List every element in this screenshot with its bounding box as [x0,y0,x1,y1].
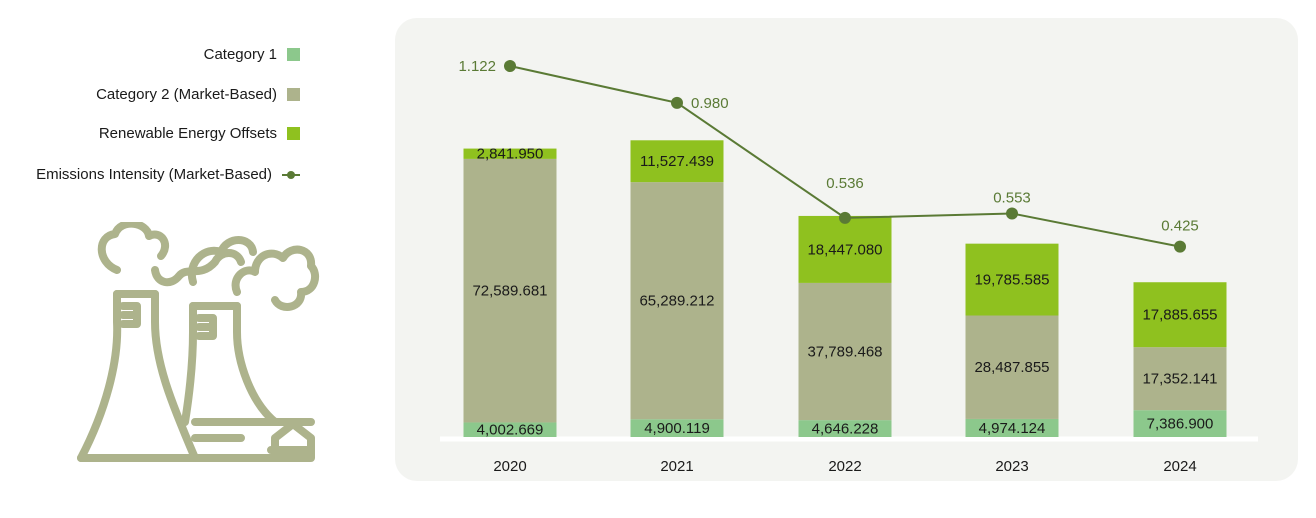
legend-label: Renewable Energy Offsets [98,124,277,142]
emissions-intensity-point [504,60,516,73]
legend-swatch-category-2 [287,87,300,101]
bar-data-label: 4,646.228 [812,421,879,438]
legend-item-renewable-offsets: Renewable Energy Offsets [99,121,300,145]
bar-data-label: 4,002.669 [477,422,544,439]
emissions-intensity-point [1174,240,1186,253]
emissions-intensity-point [671,96,683,109]
legend-item-category-1: Category 1 [204,42,300,66]
bar-data-label: 18,447.080 [807,241,882,258]
bar-segment-category-1-2020 [463,422,557,437]
emissions-intensity-label: 0.553 [993,189,1031,206]
bar-data-label: 72,589.681 [472,283,547,300]
bar-segment-renewable-offsets-2022 [798,215,892,283]
x-tick-label: 2022 [828,458,861,475]
factory-smokestack-icon [75,219,325,472]
emissions-intensity-label: 0.425 [1161,218,1199,235]
bar-segment-category-2-2024 [1133,347,1227,411]
bar-segment-category-1-2023 [965,418,1059,437]
bar-data-label: 2,841.950 [477,146,544,163]
bar-segment-category-2-2023 [965,315,1059,419]
x-tick-label: 2023 [995,458,1028,475]
bar-segment-category-2-2020 [463,158,557,423]
legend-item-category-2: Category 2 (Market-Based) [96,82,300,106]
legend-swatch-renewable-offsets [287,126,300,140]
emissions-intensity-point [1006,207,1018,220]
emissions-intensity-label: 1.122 [458,58,496,75]
bar-segment-renewable-offsets-2021 [630,140,724,183]
bar-segment-category-1-2024 [1133,410,1227,437]
x-tick-label: 2021 [660,458,693,475]
bar-segment-category-2-2021 [630,182,724,420]
legend-swatch-category-1 [287,47,300,61]
bar-data-label: 28,487.855 [974,359,1049,376]
legend-label: Emissions Intensity (Market-Based) [36,165,272,183]
bar-data-label: 17,352.141 [1142,371,1217,388]
bar-segment-category-2-2022 [798,282,892,421]
bar-segment-renewable-offsets-2024 [1133,282,1227,348]
emissions-intensity-label: 0.980 [691,95,729,112]
x-tick-label: 2024 [1163,458,1196,475]
legend-label: Category 1 [203,45,277,63]
x-tick-label: 2020 [493,458,526,475]
bar-data-label: 7,386.900 [1147,416,1214,433]
legend-item-emissions-intensity: Emissions Intensity (Market-Based) [36,162,300,186]
bar-segment-category-1-2021 [630,419,724,437]
emissions-intensity-label: 0.536 [826,175,864,192]
bar-data-label: 65,289.212 [639,293,714,310]
bar-segment-category-1-2022 [798,420,892,437]
bar-data-label: 4,900.119 [644,420,710,437]
bar-data-label: 37,789.468 [807,344,882,361]
bar-data-label: 4,974.124 [979,420,1046,437]
bar-segment-renewable-offsets-2023 [965,243,1059,316]
bar-data-label: 11,527.439 [640,153,714,170]
bar-data-label: 17,885.655 [1142,307,1217,324]
bar-data-label: 19,785.585 [974,272,1049,289]
emissions-intensity-point [839,211,851,224]
legend-line-marker-icon [282,168,300,181]
bar-segment-renewable-offsets-2020 [463,148,557,159]
legend-label: Category 2 (Market-Based) [96,85,277,103]
